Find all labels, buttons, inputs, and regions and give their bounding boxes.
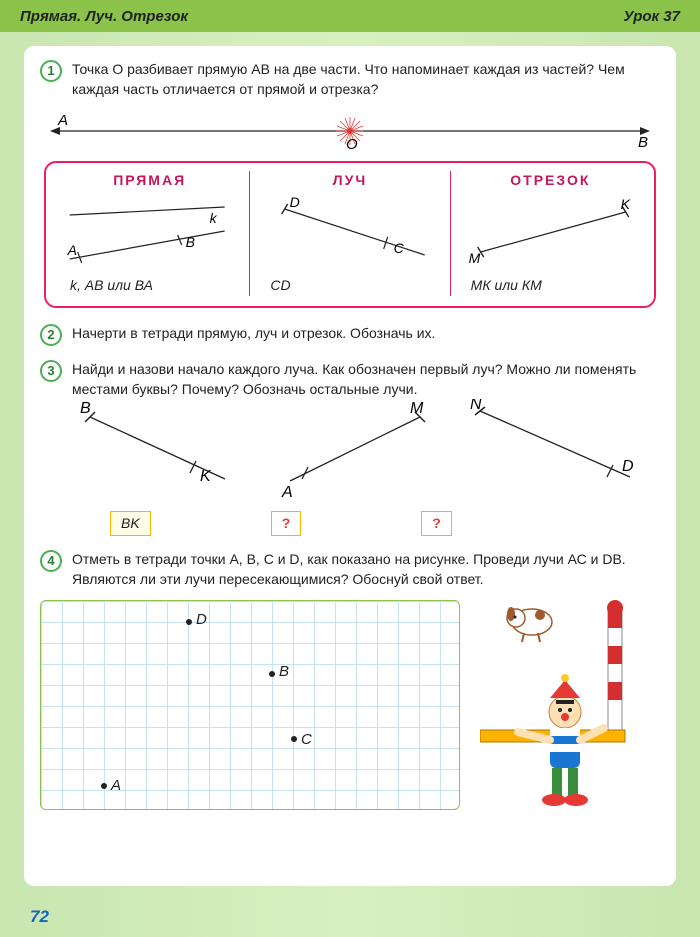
point-d xyxy=(186,619,192,625)
label-c: C xyxy=(301,729,312,750)
def-line-svg: k B A xyxy=(58,197,241,267)
def-line: ПРЯМАЯ k B A k, АВ или ВА xyxy=(50,171,249,296)
answer-bk: BK xyxy=(110,511,151,537)
def-ray-caption: CD xyxy=(258,276,441,296)
task-4-text: Отметь в тетради точки А, В, С и D, как … xyxy=(72,550,660,589)
task-2: 2 Начерти в тетради прямую, луч и отрезо… xyxy=(40,324,660,346)
def-segment-title: ОТРЕЗОК xyxy=(459,171,642,191)
page: Прямая. Луч. Отрезок Урок 37 1 Точка О р… xyxy=(0,0,700,937)
label-d: D xyxy=(196,609,207,630)
topic-title: Прямая. Луч. Отрезок xyxy=(20,8,188,25)
line-ab-svg: A B O xyxy=(50,111,650,151)
svg-text:D: D xyxy=(290,197,300,210)
rays-svg: B K A M N D xyxy=(40,399,660,519)
def-ray: ЛУЧ D C CD xyxy=(249,171,449,296)
task-2-number: 2 xyxy=(40,324,62,346)
svg-text:K: K xyxy=(200,468,212,485)
label-b: B xyxy=(638,134,648,151)
def-ray-svg: D C xyxy=(258,197,441,267)
svg-text:B: B xyxy=(186,234,195,250)
grid-box: D B C A xyxy=(40,600,460,810)
clown-icon xyxy=(480,600,650,810)
clown-illustration xyxy=(470,600,660,810)
def-line-title: ПРЯМАЯ xyxy=(58,171,241,191)
definitions-box: ПРЯМАЯ k B A k, АВ или ВА ЛУЧ xyxy=(44,161,656,308)
svg-text:M: M xyxy=(410,400,424,417)
def-segment-caption: МК или КМ xyxy=(459,276,642,296)
svg-text:B: B xyxy=(80,400,91,417)
def-line-caption: k, АВ или ВА xyxy=(58,276,241,296)
def-segment-svg: M K xyxy=(459,197,642,267)
svg-text:C: C xyxy=(394,240,405,256)
answer-q1: ? xyxy=(271,511,302,537)
point-c xyxy=(291,736,297,742)
point-b xyxy=(269,671,275,677)
header-bar: Прямая. Луч. Отрезок Урок 37 xyxy=(0,0,700,32)
label-b2: B xyxy=(279,661,289,682)
task-1: 1 Точка О разбивает прямую АВ на две час… xyxy=(40,60,660,308)
content-area: 1 Точка О разбивает прямую АВ на две час… xyxy=(24,46,676,886)
svg-text:A: A xyxy=(67,242,77,258)
task-1-text: Точка О разбивает прямую АВ на две части… xyxy=(72,60,660,99)
svg-text:M: M xyxy=(468,250,480,266)
lesson-number: Урок 37 xyxy=(623,8,680,25)
point-a xyxy=(101,783,107,789)
answer-q2: ? xyxy=(421,511,452,537)
def-ray-title: ЛУЧ xyxy=(258,171,441,191)
label-a2: A xyxy=(111,775,121,796)
label-a: A xyxy=(57,112,68,129)
svg-text:D: D xyxy=(622,458,634,475)
task-4-number: 4 xyxy=(40,550,62,572)
svg-text:k: k xyxy=(210,210,218,226)
page-number: 72 xyxy=(30,907,49,927)
task-3-text: Найди и назови начало каждого луча. Как … xyxy=(72,360,660,399)
task-1-number: 1 xyxy=(40,60,62,82)
task-3-number: 3 xyxy=(40,360,62,382)
def-segment: ОТРЕЗОК M K МК или КМ xyxy=(450,171,650,296)
task-2-text: Начерти в тетради прямую, луч и отрезок.… xyxy=(72,324,660,344)
svg-text:A: A xyxy=(281,484,293,501)
task-4: 4 Отметь в тетради точки А, В, С и D, ка… xyxy=(40,550,660,809)
task-3: 3 Найди и назови начало каждого луча. Ка… xyxy=(40,360,660,536)
svg-text:K: K xyxy=(620,197,630,212)
label-o: O xyxy=(346,136,358,151)
svg-text:N: N xyxy=(470,399,482,413)
task-4-figure: D B C A xyxy=(40,600,660,810)
line-ab-figure: A B O xyxy=(50,111,650,151)
